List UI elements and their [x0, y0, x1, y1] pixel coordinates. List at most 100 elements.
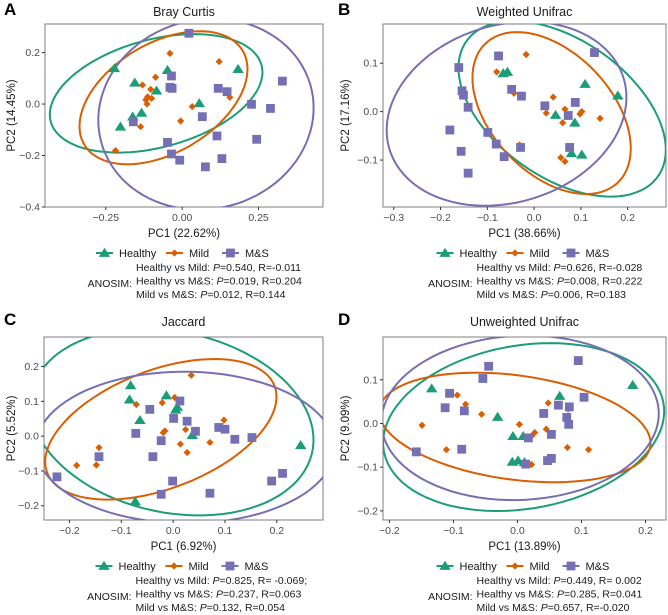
- anosim-label: ANOSIM:: [88, 278, 132, 290]
- point-healthy: [129, 496, 141, 506]
- plot-content: [48, 24, 315, 207]
- point-m-s: [213, 83, 223, 93]
- point-m-s: [167, 71, 176, 81]
- legend-key-diamond-icon: [170, 562, 178, 570]
- point-m-s: [564, 419, 574, 429]
- anosim-line: Healthy vs M&S: P=0.019, R=0.204: [136, 276, 302, 288]
- point-m-s: [516, 143, 525, 152]
- legend-key-diamond-icon: [511, 562, 519, 570]
- y-axis-label: PC2 (5.52%): [6, 395, 18, 461]
- point-m-s: [252, 134, 262, 144]
- x-tick-label: −0.1: [477, 212, 498, 224]
- legend-key-triangle-icon: [439, 247, 451, 257]
- point-m-s: [148, 452, 158, 462]
- point-m-s: [539, 409, 549, 418]
- point-healthy: [135, 107, 148, 117]
- point-mild: [206, 438, 214, 447]
- x-tick-label: 0.1: [574, 212, 589, 224]
- point-mild: [166, 49, 174, 57]
- legend: Healthy Mild M&S: [436, 560, 609, 573]
- point-m-s: [247, 99, 256, 109]
- y-tick-label: 0.0: [363, 106, 378, 118]
- legend-label: M&S: [586, 248, 610, 260]
- legend-label: Mild: [530, 561, 550, 573]
- point-m-s: [278, 468, 287, 478]
- x-tick-label: 0.0: [166, 525, 181, 537]
- y-tick-label: 0.2: [25, 47, 40, 59]
- panel-c: C Jaccard −0.2 −0.1 0.0 0.1 0.2 −0.2 −0.1 0.0 0.1 0…: [4, 310, 324, 614]
- point-healthy: [150, 85, 163, 95]
- point-m-s: [540, 101, 550, 111]
- point-healthy: [612, 90, 624, 100]
- y-tick-label: 0.0: [24, 431, 39, 443]
- y-tick-label: −0.2: [357, 505, 378, 517]
- point-m-s: [463, 168, 473, 178]
- panel-letter: B: [338, 0, 350, 19]
- point-m-s: [220, 424, 230, 434]
- point-m-s: [200, 162, 210, 172]
- point-mild: [418, 421, 426, 429]
- legend-label: Mild: [530, 248, 550, 260]
- point-mild: [544, 399, 552, 407]
- y-tick-label: −0.1: [357, 462, 378, 474]
- y-tick-label: −0.4: [19, 202, 40, 214]
- point-m-s: [163, 137, 172, 147]
- plot-area: [382, 336, 667, 521]
- point-m-s: [570, 98, 580, 107]
- ellipse-mild: [78, 30, 249, 166]
- point-mild: [461, 400, 470, 408]
- plot-area: [44, 23, 324, 208]
- point-mild: [578, 108, 586, 116]
- point-mild: [142, 96, 150, 104]
- point-mild: [220, 416, 228, 424]
- legend-key-diamond-icon: [511, 249, 519, 257]
- y-tick-label: 0.0: [363, 418, 378, 430]
- ellipse-mild: [471, 31, 632, 196]
- point-mild: [95, 444, 103, 452]
- legend-key-triangle-icon: [98, 560, 110, 570]
- legend-label: Healthy: [119, 248, 157, 260]
- x-tick-label: 0.0: [510, 525, 525, 537]
- legend-label: Healthy: [460, 561, 498, 573]
- point-m-s: [590, 48, 599, 57]
- point-mild: [147, 85, 155, 93]
- panel-title: Jaccard: [162, 315, 206, 329]
- point-healthy: [626, 379, 639, 389]
- point-mild: [478, 410, 486, 418]
- anosim-annotation: ANOSIM: Healthy vs Mild: P=0.540, R=-0.01…: [88, 262, 302, 301]
- point-mild: [111, 147, 120, 155]
- point-healthy: [576, 149, 588, 159]
- point-m-s: [507, 84, 517, 94]
- point-mild: [563, 443, 571, 452]
- point-healthy: [129, 77, 141, 87]
- point-mild: [151, 73, 160, 81]
- point-m-s: [167, 83, 177, 93]
- point-mild: [515, 420, 523, 428]
- point-m-s: [94, 452, 104, 462]
- point-m-s: [52, 472, 62, 482]
- point-mild: [176, 440, 184, 448]
- point-m-s: [564, 402, 574, 412]
- ellipse-m-s: [383, 337, 660, 502]
- point-m-s: [478, 374, 488, 383]
- point-m-s: [266, 104, 275, 113]
- point-mild: [181, 425, 190, 434]
- panel-title: Bray Curtis: [153, 5, 215, 19]
- anosim-label: ANOSIM:: [428, 591, 472, 603]
- x-tick-label: −0.1: [443, 525, 464, 537]
- point-m-s: [267, 476, 277, 486]
- y-axis-label: PC2 (17.16%): [340, 79, 352, 151]
- panel-title: Weighted Unifrac: [477, 5, 573, 19]
- x-axis-label: PC1 (13.89%): [488, 541, 560, 553]
- anosim-annotation: ANOSIM: Healthy vs Mild: P=0.626, R=-0.02…: [428, 262, 642, 301]
- panel-letter: D: [338, 310, 350, 329]
- anosim-line: Mild vs M&S: P=0.012, R=0.144: [136, 289, 286, 301]
- point-healthy: [553, 390, 566, 400]
- anosim-annotation: ANOSIM: Healthy vs Mild: P=0.825, R= -0.0…: [87, 575, 307, 614]
- anosim-line: Mild vs M&S: P=0.006, R=0.183: [477, 289, 627, 301]
- anosim-line: Mild vs M&S: P=0.657, R=-0.020: [477, 602, 630, 614]
- point-m-s: [445, 125, 455, 135]
- legend-label: Healthy: [460, 248, 498, 260]
- point-mild: [73, 461, 81, 469]
